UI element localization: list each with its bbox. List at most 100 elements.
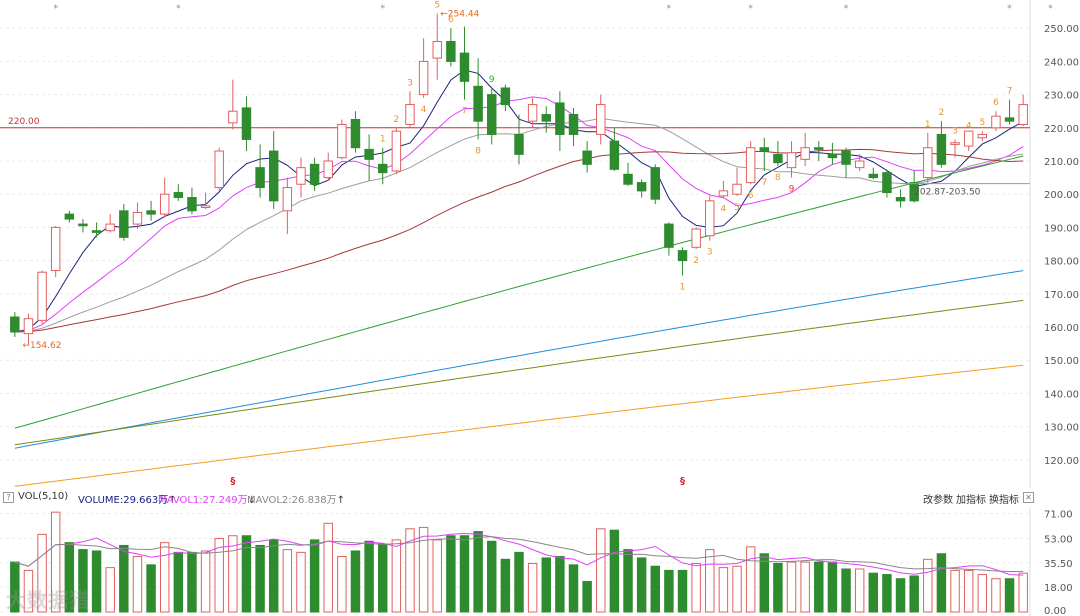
volume-bar[interactable]	[568, 564, 579, 613]
candle-body[interactable]	[786, 152, 797, 169]
candle-body[interactable]	[200, 205, 211, 208]
volume-bar[interactable]	[159, 542, 170, 613]
volume-bar[interactable]	[814, 561, 824, 613]
volume-bar[interactable]	[950, 569, 960, 613]
volume-bar[interactable]	[527, 562, 538, 613]
volume-bar[interactable]	[364, 540, 374, 613]
dividend-marker-icon[interactable]: §	[680, 476, 685, 487]
volume-bar[interactable]	[459, 535, 470, 613]
candle-body[interactable]	[923, 147, 933, 179]
volume-bar[interactable]	[37, 533, 47, 613]
candle-body[interactable]	[895, 197, 906, 202]
candle-body[interactable]	[446, 40, 456, 62]
volume-bar[interactable]	[677, 569, 688, 613]
candle-body[interactable]	[309, 163, 320, 185]
volume-bar[interactable]	[759, 553, 770, 613]
candle-body[interactable]	[677, 250, 688, 262]
volume-bar[interactable]	[241, 535, 252, 613]
candle-body[interactable]	[1004, 117, 1015, 122]
volume-bar[interactable]	[514, 551, 524, 613]
candle-body[interactable]	[350, 119, 361, 149]
candle-body[interactable]	[854, 160, 865, 169]
candle-body[interactable]	[977, 133, 988, 139]
candle-body[interactable]	[10, 316, 20, 333]
candle-body[interactable]	[282, 187, 293, 212]
candle-body[interactable]	[664, 223, 674, 248]
candle-body[interactable]	[487, 94, 497, 135]
volume-bar[interactable]	[105, 567, 115, 613]
candle-body[interactable]	[732, 183, 742, 195]
candlestick-chart[interactable]: 250.00 240.00 230.00 220.00 210.00 200.00 190.…	[0, 0, 1080, 488]
volume-bar[interactable]	[119, 544, 129, 613]
volume-bar[interactable]	[200, 550, 211, 613]
volume-bar[interactable]	[487, 540, 497, 613]
candle-body[interactable]	[596, 104, 606, 135]
candle-body[interactable]	[827, 153, 838, 159]
volume-bar[interactable]	[282, 549, 293, 613]
volume-bar[interactable]	[268, 539, 279, 613]
candle-body[interactable]	[582, 150, 592, 165]
candle-body[interactable]	[132, 211, 143, 225]
volume-bar[interactable]	[255, 544, 265, 613]
candle-body[interactable]	[500, 87, 511, 106]
volume-bar[interactable]	[691, 562, 701, 613]
candle-body[interactable]	[1018, 104, 1028, 125]
volume-bar[interactable]	[786, 561, 797, 613]
candle-body[interactable]	[214, 150, 224, 189]
close-icon[interactable]: ✕	[1023, 492, 1034, 503]
candle-body[interactable]	[241, 107, 252, 140]
candle-body[interactable]	[432, 40, 442, 59]
candle-body[interactable]	[364, 148, 374, 160]
volume-bar[interactable]	[78, 549, 88, 613]
volume-bar[interactable]	[132, 556, 143, 613]
candle-body[interactable]	[159, 193, 170, 215]
volume-bar[interactable]	[64, 542, 75, 613]
candle-body[interactable]	[650, 167, 660, 200]
volume-bar[interactable]	[91, 550, 102, 613]
candle-body[interactable]	[541, 114, 551, 122]
volume-bar[interactable]	[909, 575, 919, 613]
volume-bar[interactable]	[800, 561, 810, 613]
volume-bar[interactable]	[841, 568, 851, 613]
candle-body[interactable]	[950, 142, 960, 145]
volume-bar[interactable]	[446, 535, 456, 613]
candle-body[interactable]	[963, 130, 974, 147]
volume-bar[interactable]	[609, 529, 620, 613]
candle-body[interactable]	[418, 60, 429, 96]
volume-bar[interactable]	[405, 528, 415, 613]
candle-body[interactable]	[814, 147, 824, 150]
candle-body[interactable]	[405, 104, 415, 125]
volume-bar[interactable]	[418, 526, 429, 613]
volume-chart[interactable]: 71.00 53.00 35.50 18.00 0.00	[0, 508, 1080, 616]
candle-body[interactable]	[759, 147, 770, 152]
candle-body[interactable]	[146, 210, 156, 215]
candle-body[interactable]	[841, 150, 851, 165]
candle-body[interactable]	[37, 271, 47, 321]
volume-bar[interactable]	[228, 535, 238, 613]
volume-bar[interactable]	[636, 557, 647, 613]
candle-body[interactable]	[337, 123, 347, 159]
volume-bar[interactable]	[582, 580, 592, 613]
candle-body[interactable]	[909, 182, 919, 202]
volume-bar[interactable]	[963, 569, 974, 613]
candle-body[interactable]	[936, 133, 947, 165]
volume-bar[interactable]	[187, 551, 197, 613]
candle-body[interactable]	[228, 110, 238, 124]
candle-body[interactable]	[64, 213, 75, 220]
candle-body[interactable]	[773, 153, 783, 164]
event-marker-icon[interactable]: *	[176, 4, 181, 14]
candle-body[interactable]	[78, 223, 88, 227]
candle-body[interactable]	[255, 167, 265, 189]
candle-body[interactable]	[609, 140, 620, 170]
candle-body[interactable]	[705, 200, 715, 237]
candle-body[interactable]	[378, 163, 388, 174]
volume-bar[interactable]	[773, 562, 783, 613]
candle-body[interactable]	[991, 115, 1001, 129]
candle-body[interactable]	[882, 172, 892, 194]
volume-bar[interactable]	[596, 528, 606, 613]
volume-bar[interactable]	[1018, 572, 1028, 613]
candle-body[interactable]	[105, 223, 115, 232]
volume-bar[interactable]	[705, 549, 715, 613]
candle-body[interactable]	[459, 52, 470, 82]
volume-bar[interactable]	[350, 550, 361, 613]
